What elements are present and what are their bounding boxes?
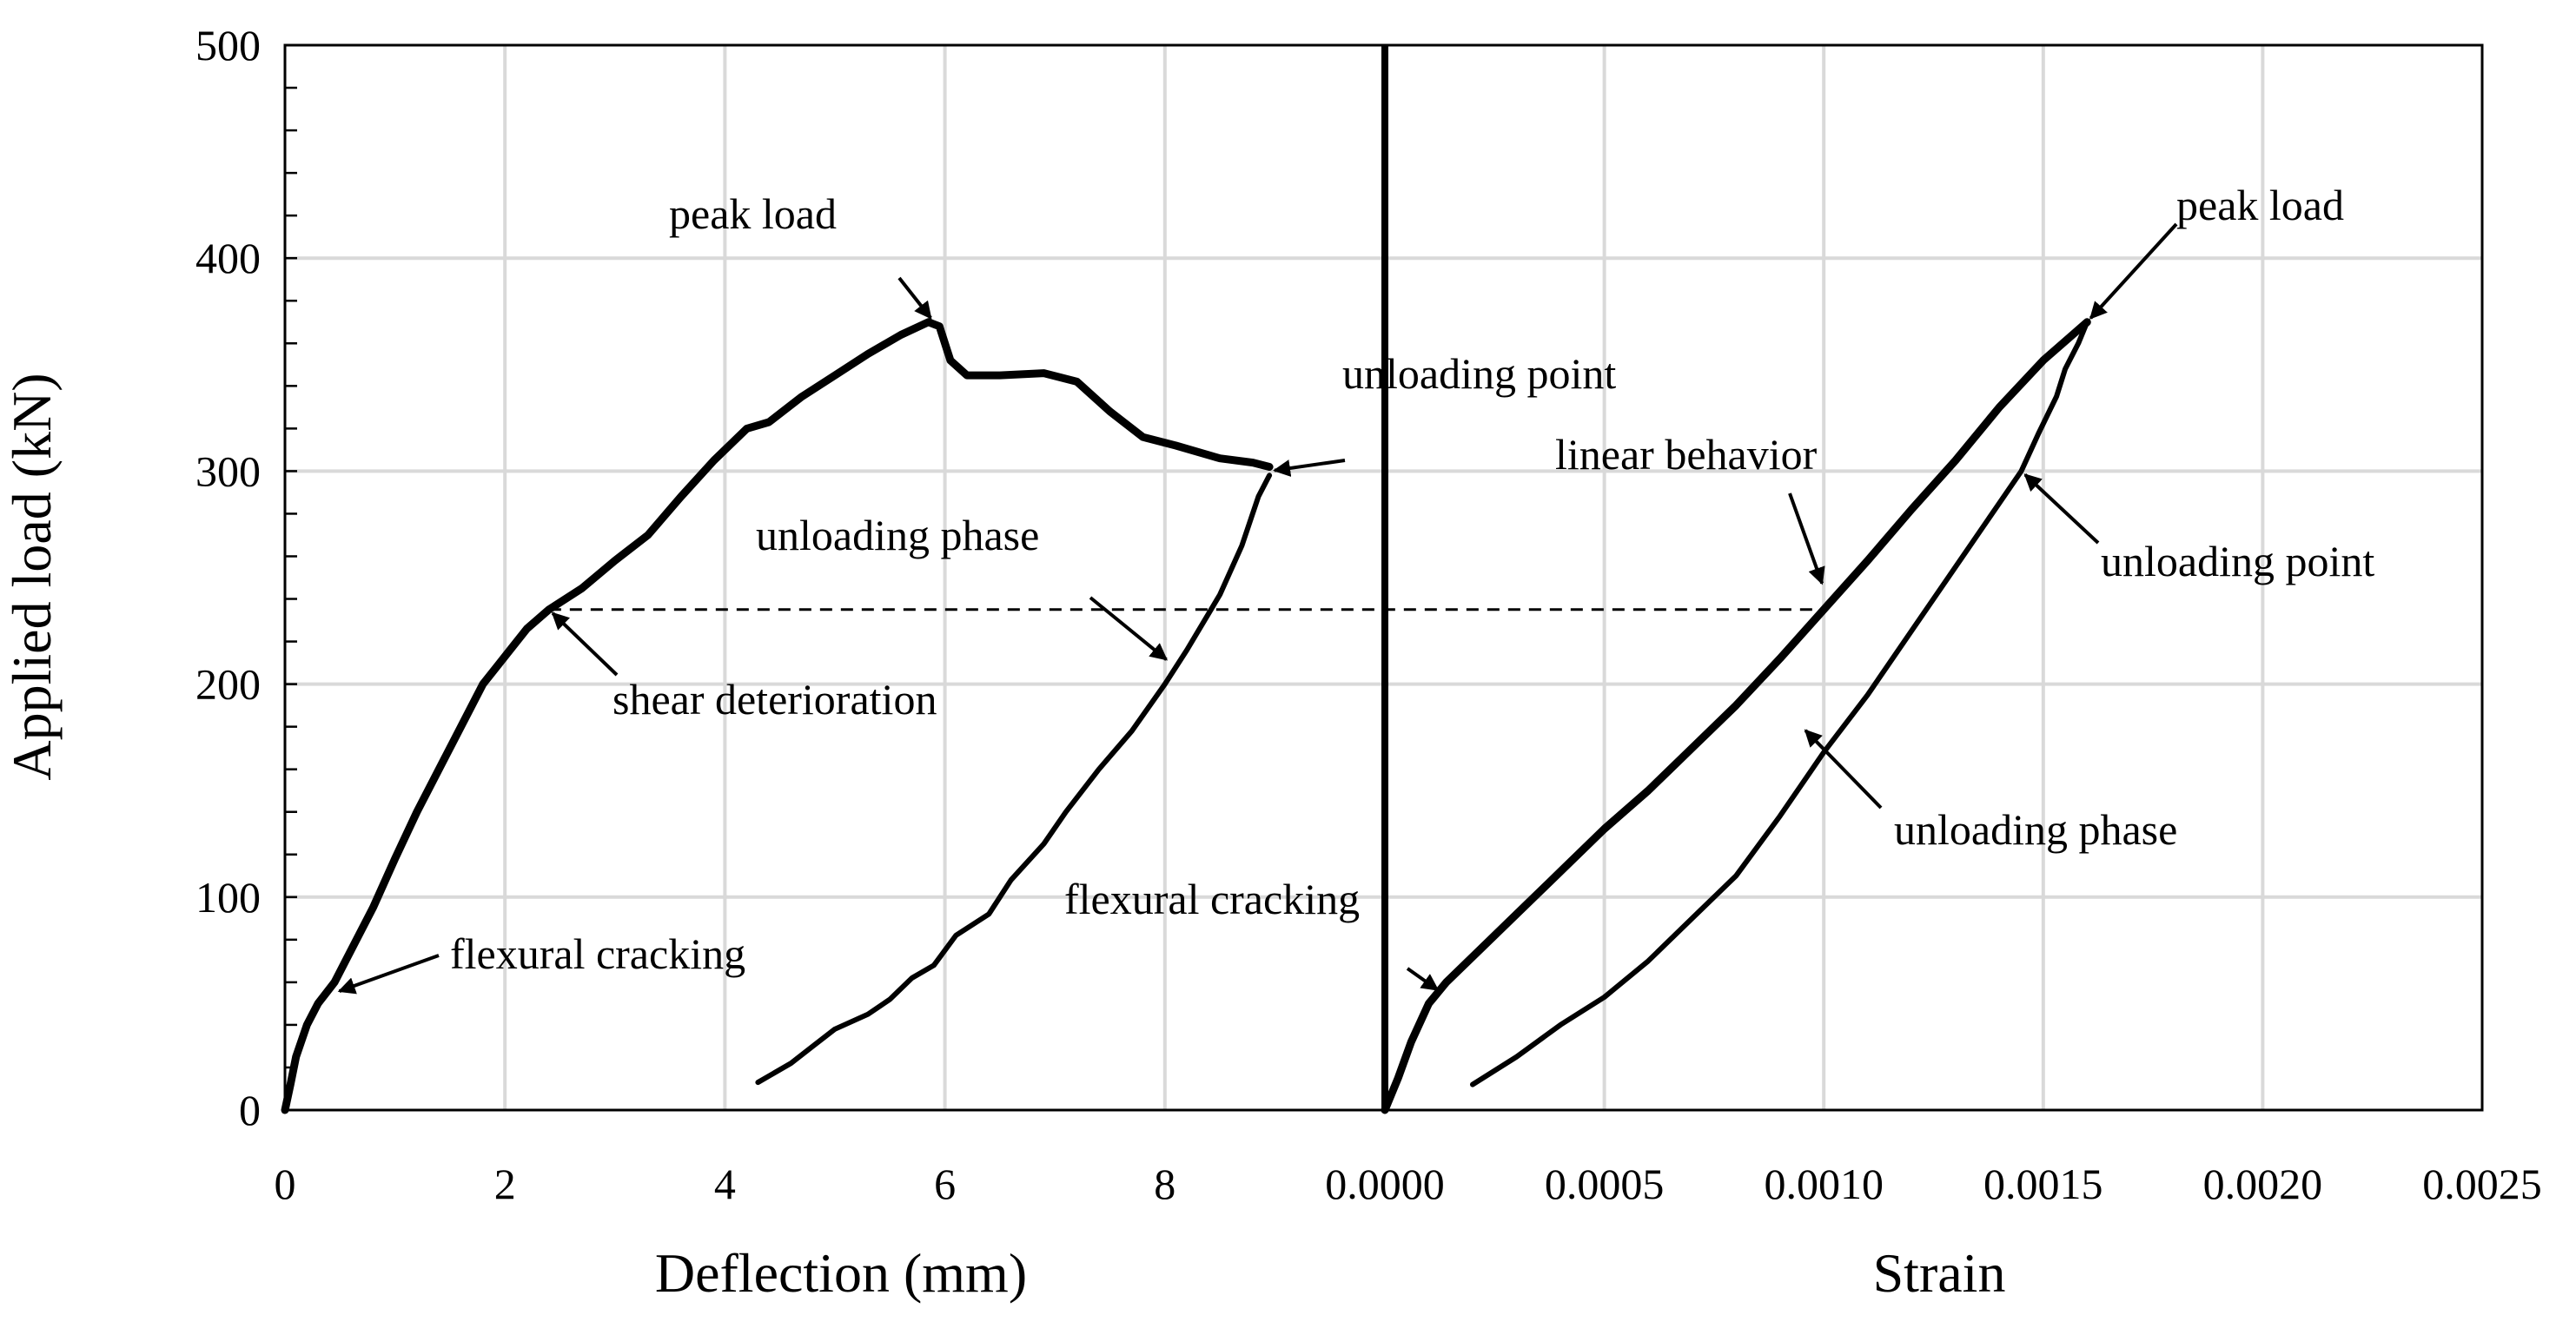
annotation-label: peak load — [669, 189, 837, 238]
x-tick-label-deflection: 4 — [714, 1160, 736, 1208]
y-tick-label: 500 — [195, 21, 261, 69]
y-tick-label: 300 — [195, 446, 261, 495]
annotation-label: unloading point — [2101, 537, 2374, 585]
y-tick-labels: 0 100 200 300 400 500 — [195, 21, 261, 1134]
annotation-arrow — [1406, 967, 1440, 992]
annotation-label: shear deterioration — [613, 675, 937, 724]
annotation-label: flexural cracking — [1064, 875, 1360, 923]
annotation-label: unloading point — [1342, 349, 1616, 398]
annotation-arrow — [1788, 492, 1825, 585]
x-tick-label-strain: 0.0025 — [2422, 1160, 2542, 1208]
x-tick-label-strain: 0.0005 — [1545, 1160, 1665, 1208]
x-tick-label-strain: 0.0000 — [1325, 1160, 1445, 1208]
x-tick-label-deflection: 2 — [494, 1160, 516, 1208]
y-tick-label: 100 — [195, 873, 261, 922]
annotation-label: peak load — [2176, 181, 2344, 229]
y-tick-label: 0 — [239, 1086, 261, 1134]
annotation-arrow — [2089, 222, 2178, 320]
y-axis-minor-ticks — [285, 43, 297, 1112]
plot-frame — [283, 43, 2484, 1112]
annotation-label: linear behavior — [1555, 430, 1818, 479]
x-tick-label-strain: 0.0010 — [1764, 1160, 1884, 1208]
x-tick-label-deflection: 6 — [934, 1160, 956, 1208]
x-axis-title-deflection: Deflection (mm) — [655, 1242, 1027, 1304]
annotation-arrow — [897, 276, 932, 320]
annotation-arrow — [1804, 729, 1883, 810]
x-tick-label-deflection: 8 — [1154, 1160, 1175, 1208]
strain-loading-curve — [1381, 318, 2091, 1114]
y-axis-title: Applied load (kN) — [1, 373, 63, 780]
annotation-label: unloading phase — [1894, 805, 2177, 854]
annotation-arrow — [1273, 459, 1346, 477]
x-tick-label-deflection: 0 — [275, 1160, 296, 1208]
x-tick-labels: 0 2 4 6 8 0.0000 0.0005 0.0010 0.0015 0.0020 0.002… — [275, 1160, 2542, 1208]
x-tick-label-strain: 0.0020 — [2203, 1160, 2323, 1208]
annotation-arrow — [1089, 596, 1169, 661]
x-tick-label-strain: 0.0015 — [1983, 1160, 2103, 1208]
series — [281, 318, 2091, 1114]
x-axis-title-strain: Strain — [1873, 1242, 2006, 1304]
deflection-loading-curve — [281, 318, 1274, 1114]
deflection-unloading-curve — [755, 473, 1273, 1086]
y-tick-label: 400 — [195, 234, 261, 282]
annotation-arrow — [337, 954, 440, 995]
annotation-label: flexural cracking — [450, 929, 745, 978]
strain-unloading-curve — [1470, 319, 2090, 1087]
annotation-arrow — [551, 611, 619, 677]
annotation-label: unloading phase — [756, 511, 1039, 559]
y-tick-label: 200 — [195, 660, 261, 709]
annotation-arrow — [2023, 473, 2100, 545]
annotations: peak load unloading point unloading phase s… — [337, 181, 2374, 995]
